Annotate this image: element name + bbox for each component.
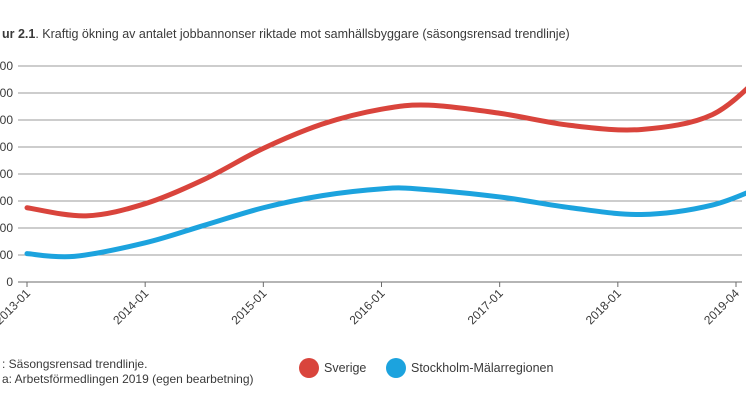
chart-notes: : Säsongsrensad trendlinje. a: Arbetsför…	[2, 357, 254, 386]
x-tick-label: 2018-01	[583, 286, 624, 327]
y-tick-label: 0	[6, 275, 13, 289]
y-tick-label: 00	[0, 248, 13, 262]
y-tick-label: 00	[0, 140, 13, 154]
y-tick-label: 00	[0, 194, 13, 208]
x-tick-label: 2013-01	[0, 286, 33, 327]
y-tick-label: 00	[0, 221, 13, 235]
legend: Sverige Stockholm-Mälarregionen	[299, 358, 553, 378]
y-tick-label: 00	[0, 113, 13, 127]
series-line-stockholm	[24, 185, 746, 260]
x-axis-ticks: 2013-01 2014-01 2015-01 2016-01 2017-01 2018-…	[0, 282, 742, 327]
chart-note-1: : Säsongsrensad trendlinje.	[2, 357, 147, 371]
series-line-sverige	[24, 86, 746, 219]
x-tick-label: 2017-01	[465, 286, 506, 327]
chart-note-2: a: Arbetsförmedlingen 2019 (egen bearbet…	[2, 372, 254, 386]
y-tick-label: 00	[0, 167, 13, 181]
x-tick-label: 2019-04	[701, 286, 742, 327]
chart-title-prefix: ur 2.1	[2, 27, 35, 41]
y-tick-label: 00	[0, 86, 13, 100]
grid-lines	[18, 65, 742, 283]
x-tick-label: 2015-01	[228, 286, 269, 327]
legend-label-stockholm: Stockholm-Mälarregionen	[411, 361, 553, 375]
y-tick-label: 00	[0, 59, 13, 73]
legend-marker-stockholm	[386, 358, 406, 378]
chart-title-text: . Kraftig ökning av antalet jobbannonser…	[35, 27, 569, 41]
legend-label-sverige: Sverige	[324, 361, 366, 375]
x-tick-label: 2016-01	[347, 286, 388, 327]
x-tick-label: 2014-01	[110, 286, 151, 327]
legend-marker-sverige	[299, 358, 319, 378]
series-lines	[24, 86, 746, 260]
chart-title: ur 2.1. Kraftig ökning av antalet jobban…	[2, 27, 570, 41]
